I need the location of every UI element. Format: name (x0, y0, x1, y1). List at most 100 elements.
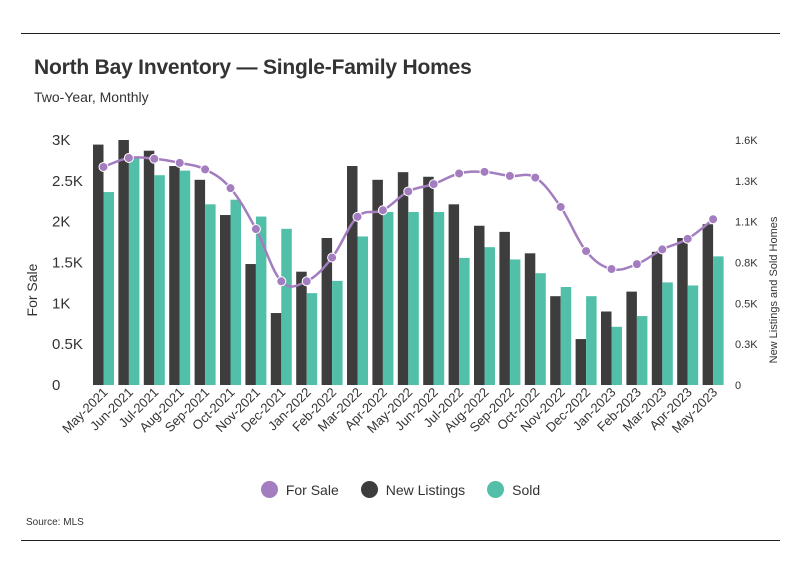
y-left-tick-label: 1.5K (52, 255, 83, 272)
bar-new-listings (321, 238, 333, 385)
bar-sold (103, 192, 114, 385)
bar-new-listings (575, 339, 587, 385)
y-right-tick-label: 0.3K (735, 339, 758, 351)
bar-sold (179, 170, 191, 385)
bar-sold (636, 316, 648, 385)
legend-label-sold: Sold (512, 481, 541, 498)
bar-new-listings (220, 215, 231, 385)
y-left-axis-title: For Sale (24, 263, 40, 316)
y-left-tick-label: 2K (52, 214, 70, 231)
point-for-sale (200, 164, 211, 175)
point-for-sale (428, 179, 439, 190)
y-left-tick-label: 0.5K (52, 336, 83, 353)
legend-item-sold: Sold (487, 481, 540, 498)
legend-item-new-listings: New Listings (360, 481, 466, 498)
chart-title: North Bay Inventory — Single-Family Home… (34, 56, 472, 79)
point-for-sale (657, 244, 668, 255)
bar-sold (332, 280, 343, 385)
point-for-sale (352, 211, 363, 222)
bar-new-listings (651, 251, 663, 385)
bar-new-listings (626, 291, 637, 385)
point-for-sale (123, 152, 134, 163)
point-for-sale (149, 153, 160, 164)
bar-new-listings (118, 140, 129, 385)
bar-sold (408, 211, 419, 385)
bar-sold (484, 247, 495, 385)
bar-sold (586, 296, 597, 385)
bar-new-listings (296, 271, 307, 385)
bar-sold (154, 175, 165, 385)
point-for-sale (682, 233, 693, 244)
bar-sold (306, 293, 318, 385)
bar-new-listings (93, 144, 104, 385)
bar-sold (433, 211, 445, 385)
bar-sold (230, 199, 241, 385)
bar-sold (535, 273, 546, 385)
bar-sold (255, 216, 267, 385)
bar-sold (382, 211, 394, 385)
top-rule (21, 33, 780, 34)
y-left-tick-label: 1K (52, 295, 70, 312)
legend-swatch-new-listings (360, 481, 378, 498)
bar-new-listings (143, 150, 155, 385)
bar-sold (687, 285, 699, 385)
bar-new-listings (499, 231, 510, 385)
point-for-sale (250, 224, 261, 235)
bar-new-listings (474, 225, 485, 385)
bar-new-listings (550, 296, 561, 385)
point-for-sale (479, 166, 490, 177)
y-right-tick-label: 0.5K (735, 298, 758, 310)
legend-label-for-sale: For Sale (285, 481, 339, 498)
bar-new-listings (601, 311, 612, 385)
bar-new-listings (245, 264, 256, 385)
y-right-axis-title: New Listings and Sold Homes (768, 216, 780, 363)
y-right-tick-label: 1.3K (735, 176, 758, 188)
point-for-sale (225, 183, 236, 194)
point-for-sale (174, 157, 185, 168)
bar-sold (281, 228, 292, 385)
bar-sold (128, 156, 140, 385)
bar-new-listings (372, 179, 383, 385)
bar-new-listings (270, 313, 282, 385)
bar-new-listings (524, 253, 536, 385)
legend-item-for-sale: For Sale (260, 481, 339, 498)
bar-new-listings (423, 176, 434, 385)
point-for-sale (631, 259, 642, 270)
bar-new-listings (347, 166, 358, 385)
chart-subtitle: Two-Year, Monthly (34, 89, 149, 105)
point-for-sale (377, 205, 388, 216)
bar-sold (509, 259, 521, 385)
y-left-tick-label: 3K (52, 132, 70, 149)
bar-sold (560, 287, 572, 385)
point-for-sale (504, 170, 515, 181)
y-left-tick-label: 2.5K (52, 173, 83, 190)
bar-sold (459, 257, 470, 385)
point-for-sale (530, 172, 541, 183)
point-for-sale (301, 276, 312, 287)
bar-sold (611, 326, 622, 385)
source-note: Source: MLS (26, 517, 84, 528)
bar-new-listings (169, 166, 180, 385)
bar-new-listings (702, 224, 714, 385)
point-for-sale (327, 252, 338, 263)
point-for-sale (581, 246, 592, 257)
legend-swatch-for-sale (260, 481, 278, 498)
point-for-sale (276, 276, 287, 287)
chart-legend: For Sale New Listings Sold (0, 481, 801, 498)
y-right-tick-label: 0.8K (735, 258, 758, 270)
bar-sold (205, 204, 216, 385)
bar-new-listings (194, 179, 206, 385)
bar-sold (662, 282, 673, 385)
bar-sold (357, 236, 368, 385)
bar-new-listings (677, 238, 688, 385)
legend-swatch-sold (487, 481, 505, 498)
y-right-tick-label: 1.6K (735, 135, 758, 147)
legend-label-new-listings: New Listings (385, 481, 466, 498)
point-for-sale (555, 201, 566, 212)
point-for-sale (403, 186, 414, 197)
point-for-sale (454, 168, 465, 179)
bottom-rule (21, 540, 780, 541)
point-for-sale (708, 214, 719, 225)
bar-sold (713, 256, 724, 385)
